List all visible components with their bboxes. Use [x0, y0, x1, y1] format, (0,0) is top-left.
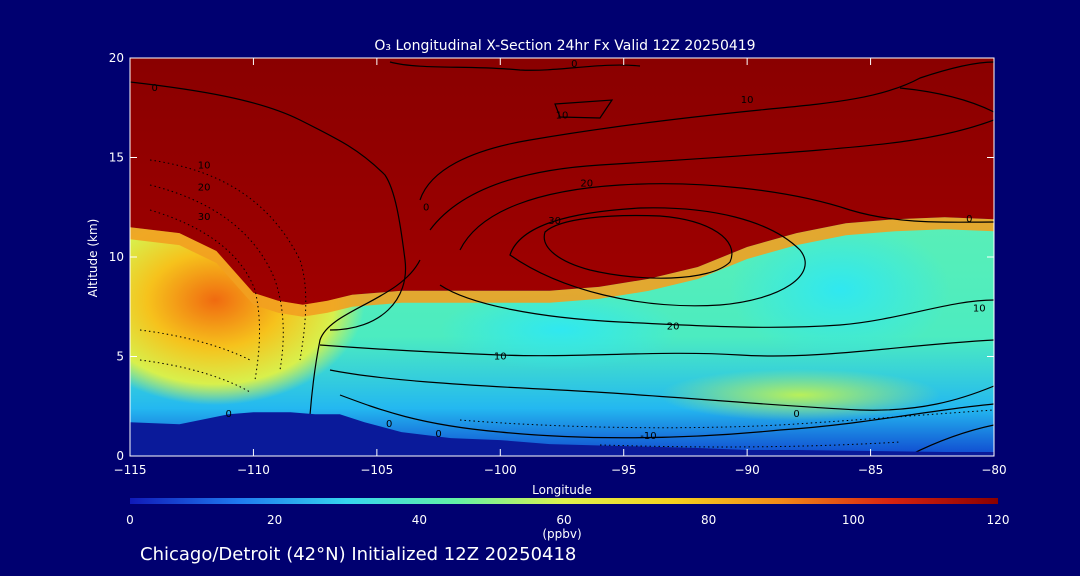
x-tick-label: −95: [611, 463, 636, 477]
y-tick-label: 0: [116, 449, 124, 463]
contour-line: [909, 424, 994, 456]
contour-label: 0: [386, 419, 392, 430]
y-tick-label: 20: [109, 51, 124, 65]
y-axis-label: Altitude (km): [86, 219, 100, 298]
contour-line: [329, 369, 994, 411]
contour-label: 20: [198, 182, 211, 193]
contour-line: [899, 87, 994, 113]
colorbar-label: (ppbv): [542, 527, 581, 541]
contour-line: [554, 99, 614, 119]
contour-label: 0: [435, 429, 441, 440]
dotted-contour-line: [459, 409, 994, 429]
plot-area: 0 10 20 30 0 0 10 20 30 10 0 20 10 10 0 -10 0 0 0: [130, 58, 994, 456]
contour-label: 10: [973, 304, 986, 315]
cyan-region: [440, 290, 680, 370]
x-axis: −115 −110 −105 −100 −95 −90 −85 −80: [114, 58, 1007, 477]
tropopause-transition-band: [130, 217, 994, 317]
contour-labels: 0 10 20 30 0 0 10 20 30 10 0 20 10 10 0 -10 0 0 0: [152, 59, 986, 442]
dotted-contour-line: [149, 184, 284, 371]
x-tick-label: −90: [734, 463, 759, 477]
contour-label: 10: [494, 352, 507, 363]
contour-label: 0: [793, 409, 799, 420]
yellow-region: [660, 369, 940, 421]
x-tick-label: −80: [981, 463, 1006, 477]
contour-line: [319, 339, 994, 357]
contour-label: 0: [226, 409, 232, 420]
colorbar-tick-label: 120: [987, 513, 1010, 527]
colorbar-tick-label: 60: [556, 513, 571, 527]
stratosphere-region: [130, 58, 994, 305]
contour-line: [439, 284, 994, 328]
colorbar-tick-label: 0: [126, 513, 134, 527]
x-axis-label: Longitude: [532, 483, 592, 497]
x-tick-label: −105: [360, 463, 393, 477]
dotted-contour-line: [149, 209, 260, 381]
footer-text: Chicago/Detroit (42°N) Initialized 12Z 2…: [140, 544, 576, 565]
dotted-contour-line: [149, 159, 307, 361]
contour-line: [459, 183, 994, 251]
contour-label: 10: [198, 161, 211, 172]
colorbar-tick-label: 20: [267, 513, 282, 527]
colorbar-ticks: 0 20 40 60 80 100 120: [126, 513, 1009, 527]
contour-label: 30: [548, 216, 561, 227]
y-axis: 0 5 10 15 20: [109, 51, 994, 463]
x-tick-label: −115: [114, 463, 147, 477]
colorbar-tick-label: 80: [701, 513, 716, 527]
dotted-contour-line: [599, 441, 901, 448]
contour-label: -10: [640, 431, 656, 442]
contour-label: 10: [556, 111, 569, 122]
colorbar-tick-label: 40: [412, 513, 427, 527]
y-tick-label: 15: [109, 151, 124, 165]
cyan-region: [730, 220, 950, 360]
y-tick-label: 5: [116, 350, 124, 364]
contour-label: 10: [741, 95, 754, 106]
negative-contour-lines: [139, 159, 994, 448]
contour-label: 30: [198, 212, 211, 223]
colorbar: [130, 498, 998, 504]
contour-line: [429, 119, 994, 231]
contour-line: [509, 207, 806, 307]
contour-line: [389, 61, 641, 71]
terrain: [130, 412, 994, 456]
y-tick-label: 10: [109, 250, 124, 264]
x-tick-label: −85: [858, 463, 883, 477]
contour-line: [309, 259, 421, 416]
contour-line: [543, 214, 733, 279]
contour-line: [130, 81, 407, 331]
chart-title: O₃ Longitudinal X-Section 24hr Fx Valid …: [374, 38, 755, 54]
contour-label: 0: [423, 202, 429, 213]
x-tick-label: −100: [484, 463, 517, 477]
contour-label: 20: [667, 322, 680, 333]
contour-line: [419, 61, 994, 201]
x-tick-label: −110: [237, 463, 270, 477]
contour-label: 0: [152, 83, 158, 94]
contour-lines: [130, 61, 994, 456]
dotted-contour-line: [139, 359, 251, 393]
dotted-contour-line: [139, 329, 251, 361]
contour-label: 20: [580, 178, 593, 189]
contour-label: 0: [966, 214, 972, 225]
colorbar-tick-label: 100: [842, 513, 865, 527]
contour-label: 0: [571, 59, 577, 70]
